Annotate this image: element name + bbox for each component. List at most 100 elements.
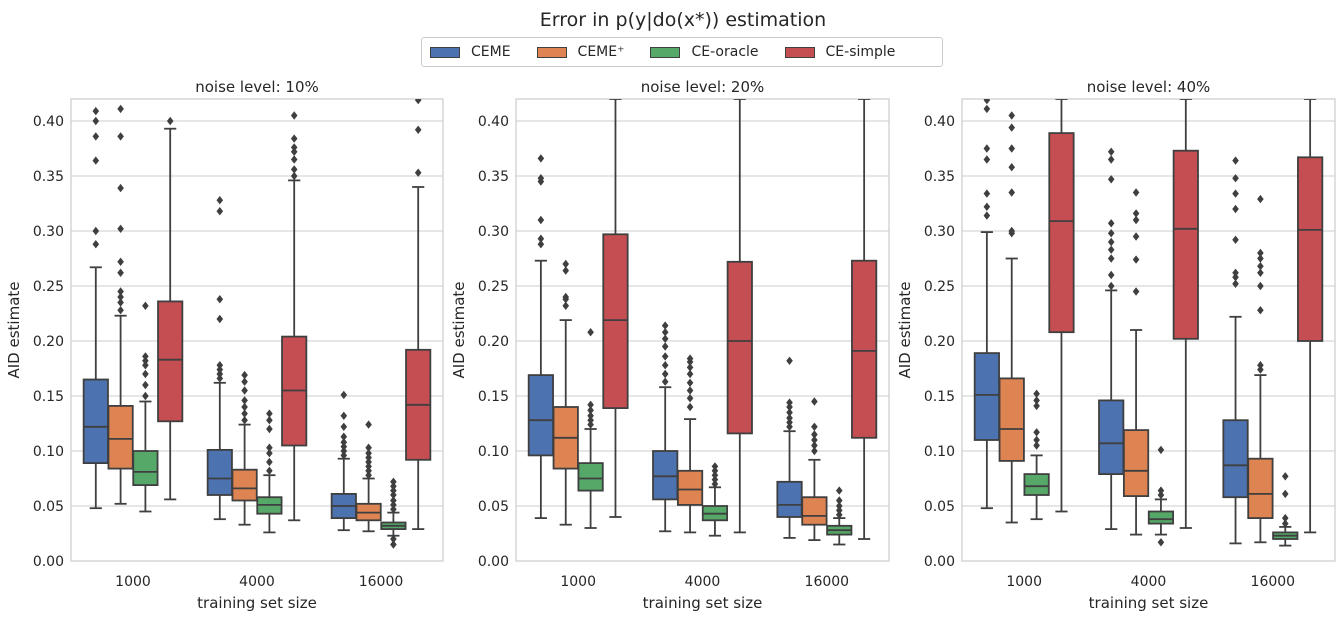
figure-title-text: Error in p(y|do(x*)) estimation (539, 9, 827, 31)
outlier-point (216, 314, 224, 324)
outlier-point (216, 196, 224, 205)
outlier-point (786, 402, 793, 412)
outlier-point (686, 394, 694, 403)
box-ce-oracle-4000 (701, 462, 729, 537)
outlier-point (290, 111, 298, 120)
legend-item-ceme-: CEME⁺ (536, 44, 624, 60)
outlier-point (786, 356, 793, 365)
box-iqr (602, 233, 629, 410)
outlier-point (1132, 215, 1140, 225)
y-tick-label: 0.00 (33, 554, 64, 570)
box-ce-simple-4000 (281, 111, 308, 522)
outlier-point (365, 466, 372, 475)
outlier-point (390, 490, 397, 500)
outlier-point (1033, 389, 1040, 398)
outlier-point (786, 422, 793, 431)
x-tick-label: 1000 (560, 574, 596, 590)
legend: CEME CEME⁺ CE-oracle CE-simple (421, 37, 943, 67)
outlier-point (661, 361, 669, 370)
outlier-point (390, 496, 397, 505)
outlier-point (1033, 401, 1040, 411)
box-iqr (157, 300, 184, 423)
outlier-point (117, 132, 124, 141)
box-iqr (776, 480, 803, 518)
outlier-point (365, 449, 372, 458)
outlier-point (290, 134, 298, 143)
outlier-point (1257, 281, 1264, 291)
outlier-point (117, 298, 124, 307)
outlier-point (390, 486, 397, 495)
outlier-point (117, 292, 124, 302)
outlier-point (587, 406, 594, 415)
box-ce-oracle-4000 (256, 409, 283, 534)
x-tick-label: 16000 (1251, 574, 1296, 590)
outlier-point (117, 306, 124, 315)
outlier-point (562, 259, 570, 269)
outlier-point (390, 500, 397, 510)
outlier-point (661, 321, 669, 330)
outlier-point (1257, 248, 1264, 258)
legend-item-ceme: CEME (430, 44, 511, 60)
outlier-point (686, 354, 694, 363)
outlier-point (1257, 254, 1264, 263)
box-iqr (231, 468, 258, 502)
plot-frame (70, 98, 444, 562)
outlier-point (786, 418, 793, 427)
box-iqr (1098, 399, 1125, 475)
outlier-point (1107, 254, 1115, 263)
box-ceme--4000 (231, 370, 258, 526)
y-tick-label: 0.30 (924, 224, 955, 240)
x-tick-label: 4000 (1131, 574, 1167, 590)
box-ce-simple-16000 (1297, 99, 1324, 534)
outlier-point (390, 477, 397, 486)
box-iqr (726, 260, 753, 435)
outlier-point (811, 435, 818, 445)
box-ceme-1000 (527, 154, 554, 519)
box-ce-oracle-1000 (1023, 389, 1050, 521)
outlier-point (1281, 489, 1289, 499)
box-ce-oracle-16000 (380, 477, 407, 549)
outlier-point (1157, 445, 1165, 455)
box-ce-oracle-16000 (826, 486, 853, 546)
outlier-point (1281, 513, 1289, 523)
outlier-point (365, 453, 372, 462)
outlier-point (537, 234, 545, 243)
outlier-point (241, 377, 248, 386)
outlier-point (117, 268, 124, 277)
box-ceme--16000 (801, 397, 828, 541)
outlier-point (811, 422, 818, 431)
outlier-point (1132, 209, 1140, 218)
outlier-point (414, 99, 422, 105)
outlier-point (1232, 268, 1239, 277)
legend-label: CEME (471, 44, 511, 60)
outlier-point (786, 408, 793, 417)
box-ceme-4000 (1098, 147, 1125, 530)
outlier-point (811, 441, 818, 450)
outlier-point (390, 540, 397, 549)
outlier-point (1132, 255, 1140, 264)
y-tick-label: 0.40 (33, 114, 64, 130)
box-iqr (1122, 429, 1150, 498)
box-ce-oracle-4000 (1147, 445, 1175, 547)
y-tick-label: 0.40 (924, 114, 955, 130)
box-ceme--4000 (676, 354, 704, 534)
y-tick-label: 0.25 (924, 279, 955, 295)
outlier-point (1107, 270, 1115, 280)
box-ceme--16000 (355, 420, 382, 533)
outlier-point (1257, 268, 1264, 277)
box-iqr (577, 462, 604, 492)
box-iqr (1023, 473, 1050, 496)
y-axis-label: AID estimate (896, 281, 914, 378)
outlier-point (537, 240, 545, 249)
outlier-point (661, 377, 669, 386)
outlier-point (365, 471, 372, 480)
outlier-point (92, 240, 100, 249)
outlier-point (711, 471, 719, 480)
box-ce-simple-16000 (405, 99, 432, 530)
box-ceme-4000 (652, 321, 679, 533)
outlier-point (1257, 262, 1264, 271)
box-layer (527, 99, 878, 546)
box-iqr (851, 259, 878, 439)
outlier-point (1232, 189, 1239, 198)
box-iqr (998, 377, 1025, 462)
